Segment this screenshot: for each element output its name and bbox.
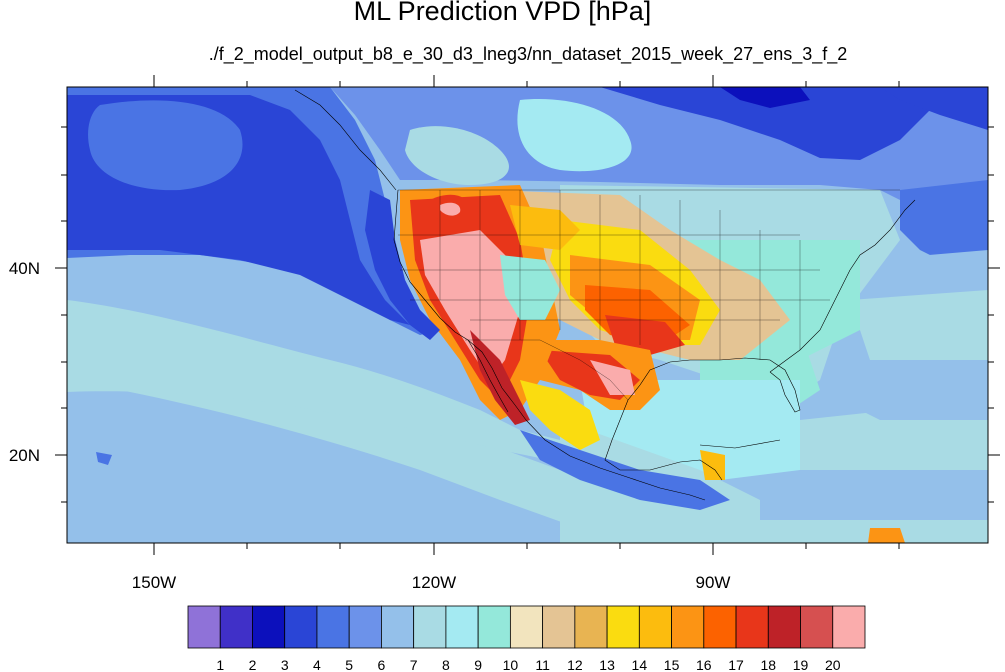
colorbar-label: 12: [567, 657, 583, 672]
axis-ticks: [55, 75, 1000, 555]
lon-label-150w: 150W: [132, 573, 176, 592]
field-northern-rockies-core: [440, 202, 461, 216]
state-lines-horizontal: [398, 234, 830, 321]
coastline-us-east: [769, 199, 916, 373]
colorbar-swatch: [703, 605, 737, 649]
colorbar-label: 16: [696, 657, 712, 672]
vpd-field: [67, 87, 988, 543]
colorbar-label: 10: [503, 657, 519, 672]
colorbar-label: 1: [216, 657, 224, 672]
state-boundaries: [398, 189, 900, 401]
colorbar-label: 17: [728, 657, 744, 672]
colorbar-swatch: [671, 605, 705, 649]
colorbar-swatch: [381, 605, 415, 649]
colorbar-label: 15: [664, 657, 680, 672]
coastlines: [294, 89, 916, 501]
field-hawaii: [96, 452, 112, 465]
colorbar-swatch: [284, 605, 318, 649]
field-labrador: [880, 87, 988, 130]
colorbar-label: 6: [378, 657, 386, 672]
field-colorado-plateau: [500, 255, 560, 320]
colorbar-label: 20: [825, 657, 841, 672]
field-southwest-ocean: [67, 380, 620, 543]
colorbar-label: 4: [313, 657, 321, 672]
colorbar-swatch: [574, 605, 608, 649]
colorbar-label: 14: [632, 657, 648, 672]
field-baja: [470, 330, 530, 425]
field-northeast-atlantic: [900, 180, 988, 265]
colorbar-swatch: [638, 605, 672, 649]
colorbar-label: 11: [535, 657, 550, 672]
colorbar: 1 2 3 4 5 6 7 8 9 10 11 12 13 14 15 16 17 18 19 20: [187, 605, 866, 672]
colorbar-swatch: [767, 605, 801, 649]
field-west-coast-ribbon: [365, 190, 440, 340]
field-great-basin: [420, 230, 520, 380]
colorbar-swatch: [187, 605, 221, 649]
map-subtitle: ./f_2_model_output_b8_e_30_d3_lneg3/nn_d…: [208, 44, 848, 64]
colorbar-label: 2: [249, 657, 257, 672]
lat-label-20n: 20N: [9, 446, 40, 465]
lon-label-90w: 90W: [696, 573, 731, 592]
colorbar-swatch: [413, 605, 447, 649]
field-venezuela-coast: [868, 528, 905, 543]
border-us-mexico: [465, 339, 629, 401]
colorbar-swatch: [445, 605, 479, 649]
colorbar-swatch: [542, 605, 576, 649]
lat-label-40n: 40N: [9, 259, 40, 278]
field-yucatan: [700, 450, 725, 480]
colorbar-swatch: [477, 605, 511, 649]
colorbar-swatch: [219, 605, 253, 649]
coastline-gulf: [627, 357, 801, 413]
colorbar-label: 8: [442, 657, 450, 672]
colorbar-swatch: [832, 605, 866, 649]
field-bc-light: [405, 126, 509, 185]
coastline-mexico-gulf: [604, 399, 723, 481]
colorbar-label: 19: [793, 657, 809, 672]
colorbar-swatch: [509, 605, 544, 649]
colorbar-label: 5: [345, 657, 353, 672]
map-title: ML Prediction VPD [hPa]: [353, 0, 652, 26]
colorbar-label: 18: [760, 657, 776, 672]
field-gulf-of-alaska: [88, 100, 243, 191]
field-hudson-north: [720, 87, 810, 108]
coastline-mexico-pacific: [525, 419, 706, 501]
lon-label-120w: 120W: [412, 573, 456, 592]
field-atlantic-light: [850, 290, 988, 360]
colorbar-label: 7: [410, 657, 418, 672]
colorbar-swatch: [316, 605, 350, 649]
coastline-baja: [467, 339, 509, 413]
colorbar-label: 3: [281, 657, 289, 672]
field-rockies-mixed: [510, 205, 580, 250]
colorbar-swatch: [735, 605, 769, 649]
coastline-cuba: [699, 439, 781, 449]
field-prairie-light: [517, 99, 632, 172]
colorbar-swatch: [606, 605, 640, 649]
colorbar-swatch: [252, 605, 286, 649]
coastline-british-columbia: [294, 89, 397, 191]
field-rio-grande: [590, 360, 635, 395]
colorbar-label: 13: [599, 657, 615, 672]
field-mexico-interior: [520, 380, 600, 450]
colorbar-swatch: [348, 605, 382, 649]
coastline-us-west: [393, 189, 527, 421]
colorbar-label: 9: [474, 657, 482, 672]
field-hudson-bay: [600, 87, 930, 160]
colorbar-swatch: [800, 605, 834, 649]
